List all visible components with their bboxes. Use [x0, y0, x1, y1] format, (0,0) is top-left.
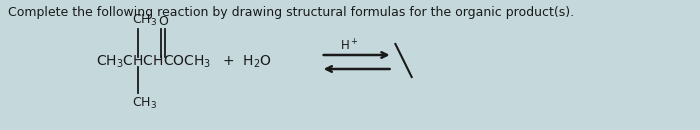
Text: $\mathregular{CH_3}$: $\mathregular{CH_3}$: [132, 96, 158, 111]
Text: Complete the following reaction by drawing structural formulas for the organic p: Complete the following reaction by drawi…: [8, 6, 574, 19]
Text: $\mathregular{O}$: $\mathregular{O}$: [158, 15, 169, 28]
Text: $\mathregular{+\ \ H_2O}$: $\mathregular{+\ \ H_2O}$: [222, 54, 272, 70]
Text: $\mathregular{CH_3}$: $\mathregular{CH_3}$: [132, 13, 158, 28]
Text: $\mathregular{CH_3CHCHCOCH_3}$: $\mathregular{CH_3CHCHCOCH_3}$: [96, 54, 211, 70]
Text: $\mathregular{H^+}$: $\mathregular{H^+}$: [340, 38, 358, 54]
